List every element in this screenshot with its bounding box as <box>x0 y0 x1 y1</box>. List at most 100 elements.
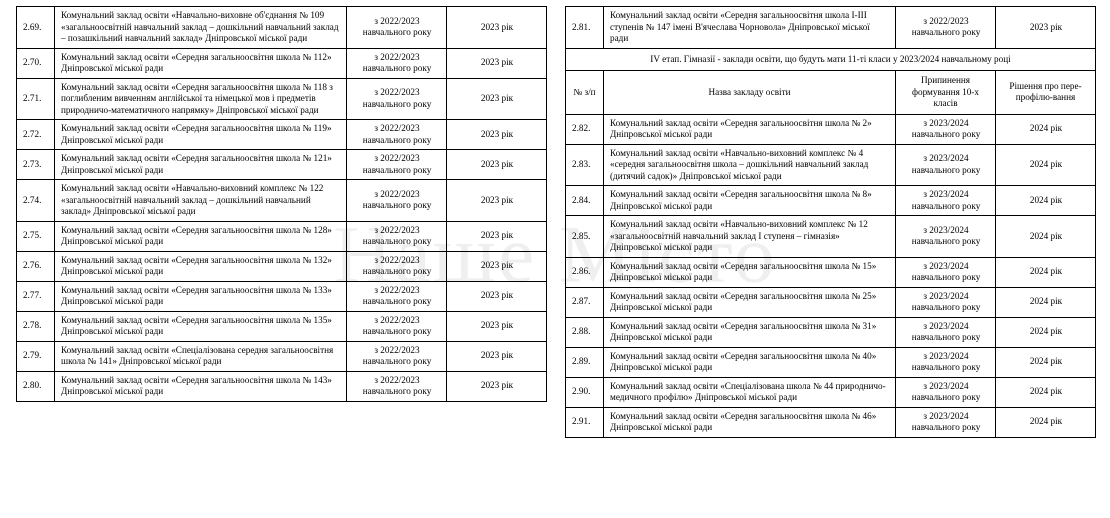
cell-decision: 2023 рік <box>447 7 547 49</box>
cell-decision: 2023 рік <box>996 7 1096 49</box>
cell-decision: 2023 рік <box>447 311 547 341</box>
table-row: 2.86.Комунальний заклад освіти «Середня … <box>566 257 1096 287</box>
cell-num: 2.81. <box>566 7 604 49</box>
cell-name: Комунальний заклад освіти «Середня загал… <box>604 317 896 347</box>
cell-decision: 2023 рік <box>447 251 547 281</box>
table-row: 2.75.Комунальний заклад освіти «Середня … <box>17 221 547 251</box>
cell-year: з 2022/2023 навчального року <box>347 311 447 341</box>
table-row: 2.88.Комунальний заклад освіти «Середня … <box>566 317 1096 347</box>
cell-decision: 2024 рік <box>996 347 1096 377</box>
cell-num: 2.85. <box>566 216 604 258</box>
table-row: 2.83.Комунальний заклад освіти «Навчальн… <box>566 144 1096 186</box>
cell-num: 2.75. <box>17 221 55 251</box>
cell-year: з 2022/2023 навчального року <box>896 7 996 49</box>
page-left: 2.69.Комунальний заклад освіти «Навчальн… <box>16 6 547 438</box>
cell-decision: 2023 рік <box>447 281 547 311</box>
cell-year: з 2022/2023 навчального року <box>347 48 447 78</box>
cell-num: 2.80. <box>17 371 55 401</box>
page-right: 2.81.Комунальний заклад освіти «Середня … <box>565 6 1096 438</box>
cell-decision: 2024 рік <box>996 287 1096 317</box>
table-row: 2.76.Комунальний заклад освіти «Середня … <box>17 251 547 281</box>
table-row: 2.81.Комунальний заклад освіти «Середня … <box>566 7 1096 49</box>
table-row: 2.87.Комунальний заклад освіти «Середня … <box>566 287 1096 317</box>
cell-decision: 2024 рік <box>996 317 1096 347</box>
cell-num: 2.83. <box>566 144 604 186</box>
cell-name: Комунальний заклад освіти «Середня загал… <box>604 407 896 437</box>
cell-year: з 2023/2024 навчального року <box>896 186 996 216</box>
cell-num: 2.84. <box>566 186 604 216</box>
cell-name: Комунальний заклад освіти «Середня загал… <box>55 120 347 150</box>
header-num: № з/п <box>566 71 604 115</box>
cell-num: 2.86. <box>566 257 604 287</box>
cell-year: з 2022/2023 навчального року <box>347 281 447 311</box>
table-row: 2.72.Комунальний заклад освіти «Середня … <box>17 120 547 150</box>
pages-container: 2.69.Комунальний заклад освіти «Навчальн… <box>0 0 1110 444</box>
cell-year: з 2022/2023 навчального року <box>347 7 447 49</box>
cell-year: з 2022/2023 навчального року <box>347 180 447 222</box>
cell-decision: 2023 рік <box>447 221 547 251</box>
cell-name: Комунальний заклад освіти «Середня загал… <box>604 186 896 216</box>
table-row: 2.70.Комунальний заклад освіти «Середня … <box>17 48 547 78</box>
cell-decision: 2023 рік <box>447 120 547 150</box>
cell-decision: 2024 рік <box>996 216 1096 258</box>
table-row: 2.73.Комунальний заклад освіти «Середня … <box>17 150 547 180</box>
cell-name: Комунальний заклад освіти «Середня загал… <box>55 251 347 281</box>
cell-year: з 2023/2024 навчального року <box>896 144 996 186</box>
cell-decision: 2023 рік <box>447 48 547 78</box>
table-row: 2.84.Комунальний заклад освіти «Середня … <box>566 186 1096 216</box>
cell-year: з 2023/2024 навчального року <box>896 347 996 377</box>
header-name: Назва закладу освіти <box>604 71 896 115</box>
cell-num: 2.76. <box>17 251 55 281</box>
cell-decision: 2024 рік <box>996 257 1096 287</box>
cell-decision: 2023 рік <box>447 78 547 120</box>
header-decision: Рішення про пере-профілю-вання <box>996 71 1096 115</box>
cell-num: 2.79. <box>17 341 55 371</box>
cell-name: Комунальний заклад освіти «Середня загал… <box>604 257 896 287</box>
cell-decision: 2023 рік <box>447 180 547 222</box>
cell-year: з 2022/2023 навчального року <box>347 341 447 371</box>
cell-name: Комунальний заклад освіти «Середня загал… <box>55 150 347 180</box>
table-row: 2.69.Комунальний заклад освіти «Навчальн… <box>17 7 547 49</box>
cell-name: Комунальний заклад освіти «Навчально-вих… <box>604 216 896 258</box>
cell-num: 2.91. <box>566 407 604 437</box>
cell-num: 2.74. <box>17 180 55 222</box>
cell-num: 2.88. <box>566 317 604 347</box>
table-row: 2.91.Комунальний заклад освіти «Середня … <box>566 407 1096 437</box>
table-row: 2.89.Комунальний заклад освіти «Середня … <box>566 347 1096 377</box>
table-row: 2.78.Комунальний заклад освіти «Середня … <box>17 311 547 341</box>
cell-year: з 2022/2023 навчального року <box>347 150 447 180</box>
table-row: 2.71.Комунальний заклад освіти «Середня … <box>17 78 547 120</box>
cell-num: 2.89. <box>566 347 604 377</box>
cell-name: Комунальний заклад освіти «Середня загал… <box>604 7 896 49</box>
cell-year: з 2023/2024 навчального року <box>896 216 996 258</box>
cell-name: Комунальний заклад освіти «Середня загал… <box>55 78 347 120</box>
cell-decision: 2024 рік <box>996 114 1096 144</box>
cell-decision: 2024 рік <box>996 186 1096 216</box>
table-row: 2.79.Комунальний заклад освіти «Спеціалі… <box>17 341 547 371</box>
cell-decision: 2024 рік <box>996 377 1096 407</box>
cell-num: 2.90. <box>566 377 604 407</box>
table-row: 2.77.Комунальний заклад освіти «Середня … <box>17 281 547 311</box>
cell-num: 2.69. <box>17 7 55 49</box>
table-row: 2.85.Комунальний заклад освіти «Навчальн… <box>566 216 1096 258</box>
cell-num: 2.78. <box>17 311 55 341</box>
cell-num: 2.82. <box>566 114 604 144</box>
cell-num: 2.87. <box>566 287 604 317</box>
cell-year: з 2023/2024 навчального року <box>896 317 996 347</box>
right-table: 2.81.Комунальний заклад освіти «Середня … <box>565 6 1096 438</box>
cell-num: 2.72. <box>17 120 55 150</box>
cell-name: Комунальний заклад освіти «Спеціалізован… <box>604 377 896 407</box>
cell-name: Комунальний заклад освіти «Середня загал… <box>55 281 347 311</box>
cell-decision: 2023 рік <box>447 150 547 180</box>
cell-year: з 2022/2023 навчального року <box>347 120 447 150</box>
cell-name: Комунальний заклад освіти «Навчально-вих… <box>604 144 896 186</box>
cell-name: Комунальний заклад освіти «Навчально-вих… <box>55 7 347 49</box>
cell-year: з 2022/2023 навчального року <box>347 221 447 251</box>
cell-num: 2.73. <box>17 150 55 180</box>
cell-name: Комунальний заклад освіти «Середня загал… <box>55 221 347 251</box>
cell-year: з 2023/2024 навчального року <box>896 287 996 317</box>
cell-decision: 2023 рік <box>447 341 547 371</box>
cell-year: з 2023/2024 навчального року <box>896 377 996 407</box>
cell-num: 2.77. <box>17 281 55 311</box>
cell-name: Комунальний заклад освіти «Середня загал… <box>55 311 347 341</box>
